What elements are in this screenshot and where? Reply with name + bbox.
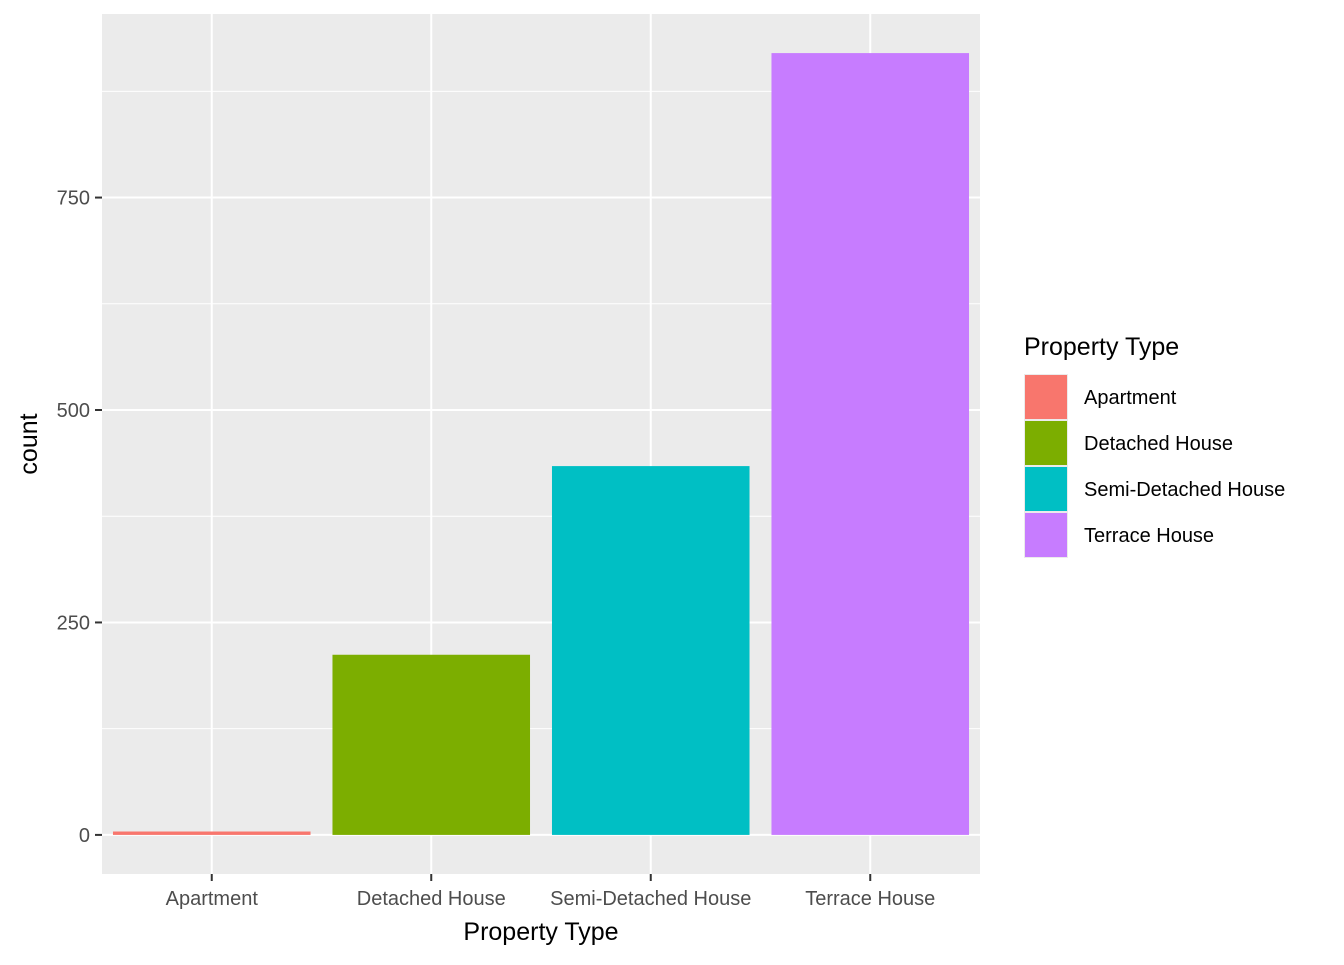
- y-axis-title: count: [15, 413, 43, 474]
- bars: [112, 53, 970, 835]
- legend-key-swatch: [1025, 421, 1067, 465]
- legend-label: Apartment: [1084, 387, 1177, 409]
- x-tick-label: Terrace House: [805, 888, 935, 910]
- y-tick-label: 750: [57, 188, 90, 210]
- legend-label: Detached House: [1084, 433, 1233, 455]
- bar-terrace-house: [771, 53, 970, 835]
- y-tick-label: 500: [57, 400, 90, 422]
- legend-items: Apartment Detached House Semi-Detached Hou…: [1024, 374, 1285, 558]
- legend-key-swatch: [1025, 375, 1067, 419]
- x-axis-title: Property Type: [463, 918, 618, 946]
- legend-title: Property Type: [1024, 333, 1179, 361]
- y-tick-label: 0: [79, 825, 90, 847]
- x-tick-label: Semi-Detached House: [550, 888, 751, 910]
- y-axis: 0 250 500 750: [57, 188, 102, 847]
- legend-key-swatch: [1025, 467, 1067, 511]
- x-tick-label: Detached House: [357, 888, 506, 910]
- bar-apartment: [112, 831, 311, 835]
- legend-label: Semi-Detached House: [1084, 479, 1285, 501]
- x-tick-label: Apartment: [166, 888, 259, 910]
- x-axis: Apartment Detached House Semi-Detached Hou…: [166, 874, 935, 910]
- legend-key-swatch: [1025, 513, 1067, 557]
- y-tick-label: 250: [57, 612, 90, 634]
- legend-label: Terrace House: [1084, 525, 1214, 547]
- bar-semi-detached-house: [551, 466, 750, 835]
- bar-detached-house: [332, 654, 531, 835]
- legend: Property Type Apartment Detached House Sem…: [1024, 333, 1285, 558]
